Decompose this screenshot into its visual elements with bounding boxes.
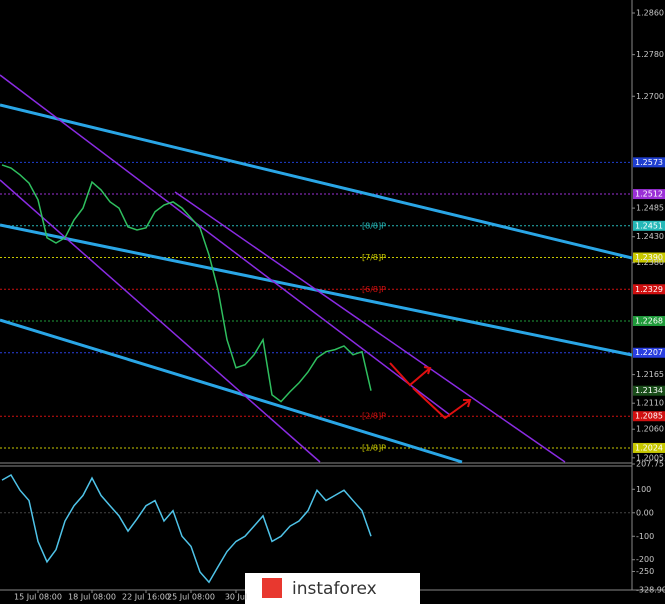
arrow — [412, 387, 471, 420]
y-tick-label: 1.2430 — [636, 232, 664, 241]
level-label-box — [633, 252, 665, 263]
watermark: instaforex — [292, 579, 377, 599]
price-line — [1, 164, 372, 403]
y-tick-label: 1.2485 — [636, 204, 664, 213]
y-tick-label: -328.9026 — [636, 586, 665, 595]
y-tick-label: -250 — [636, 567, 654, 576]
x-tick-label: 30 Jul — [225, 593, 247, 602]
y-tick-label: 0.00 — [636, 508, 654, 517]
y-tick-label: 1.2110 — [636, 399, 664, 408]
level-label-box — [633, 411, 665, 422]
price-line — [1, 473, 372, 584]
trend-lines — [0, 74, 633, 464]
y-tick-label: 207.7573 — [636, 460, 665, 469]
levels: 1.2573 1.2512 1.2451 [8/8]P 1.2390 [7/8]P 1.23… — [0, 157, 665, 453]
level-label-box — [633, 189, 665, 200]
y-tick-label: -100 — [636, 532, 654, 541]
y-tick-label: 1.2700 — [636, 92, 664, 101]
level-label-box — [633, 442, 665, 453]
level-label-box — [633, 284, 665, 295]
y-tick-label: 1.2165 — [636, 370, 664, 379]
plot — [0, 164, 632, 584]
forecast-arrows — [389, 362, 472, 420]
level-name: [8/8]P — [362, 221, 386, 230]
y-tick-label: 1.2860 — [636, 9, 664, 18]
level-name: [6/8]P — [362, 285, 386, 294]
level-name: [1/8]P — [362, 443, 386, 452]
level-label: 1.2085 — [635, 412, 663, 421]
arrow-head — [423, 366, 432, 375]
y-tick-label: 1.2060 — [636, 425, 664, 434]
arrow — [389, 362, 431, 387]
price-label-box — [633, 385, 665, 396]
y-tick-label: 1.2005 — [636, 453, 664, 462]
level-label: 1.2329 — [635, 285, 663, 294]
trend-line — [0, 318, 463, 464]
level-label-box — [633, 316, 665, 327]
level-label: 1.2451 — [635, 221, 663, 230]
watermark-logo — [262, 578, 282, 598]
level-label-box — [633, 157, 665, 168]
channel-line — [0, 74, 451, 416]
level-label-box — [633, 220, 665, 231]
channel-line — [0, 179, 321, 463]
level-label: 1.2573 — [635, 158, 663, 167]
x-tick-label: 18 Jul 08:00 — [68, 593, 116, 602]
level-label: 1.2390 — [635, 253, 663, 262]
y-tick-label: 1.2780 — [636, 50, 664, 59]
y-tick-label: 1.2380 — [636, 258, 664, 267]
level-name: [7/8]P — [362, 253, 386, 262]
x-tick-label: 25 Jul 08:00 — [167, 593, 215, 602]
price-label: 1.2134 — [635, 386, 663, 395]
x-tick-label: 15 Jul 08:00 — [14, 593, 62, 602]
level-label: 1.2207 — [635, 348, 663, 357]
y-tick-label: 100 — [636, 485, 651, 494]
trend-line — [0, 103, 633, 260]
level-label: 1.2268 — [635, 317, 663, 326]
arrow-head — [463, 399, 472, 408]
x-tick-label: 22 Jul 16:00 — [122, 593, 170, 602]
level-label-box — [633, 347, 665, 358]
channel-line — [174, 191, 566, 463]
y-tick-label: -200 — [636, 555, 654, 564]
level-name: [2/8]P — [362, 412, 386, 421]
level-label: 1.2024 — [635, 443, 663, 452]
level-label: 1.2512 — [635, 190, 663, 199]
